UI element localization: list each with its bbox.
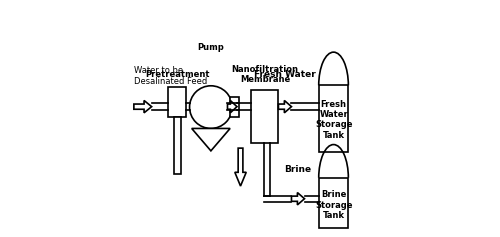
Polygon shape	[228, 100, 237, 113]
Polygon shape	[292, 192, 304, 205]
Text: Brine: Brine	[284, 165, 312, 174]
Bar	[174, 117, 181, 174]
Bar	[230, 97, 239, 117]
Bar	[318, 178, 348, 228]
Text: Pump: Pump	[198, 43, 224, 52]
Text: Water to be
Desalinated Feed: Water to be Desalinated Feed	[134, 66, 207, 86]
Polygon shape	[134, 100, 152, 113]
Text: Brine
Storage
Tank: Brine Storage Tank	[315, 190, 352, 220]
Text: Fresh
Water
Storage
Tank: Fresh Water Storage Tank	[315, 100, 352, 140]
Polygon shape	[278, 100, 291, 113]
Bar	[251, 90, 278, 143]
Polygon shape	[192, 128, 230, 151]
Text: Pretreatment: Pretreatment	[145, 70, 210, 79]
Text: Fresh Water: Fresh Water	[254, 70, 316, 79]
Bar	[318, 85, 348, 152]
Polygon shape	[235, 148, 246, 186]
Circle shape	[190, 86, 232, 128]
Text: Nanofiltration
Membrane: Nanofiltration Membrane	[232, 65, 298, 84]
Bar	[168, 87, 186, 117]
